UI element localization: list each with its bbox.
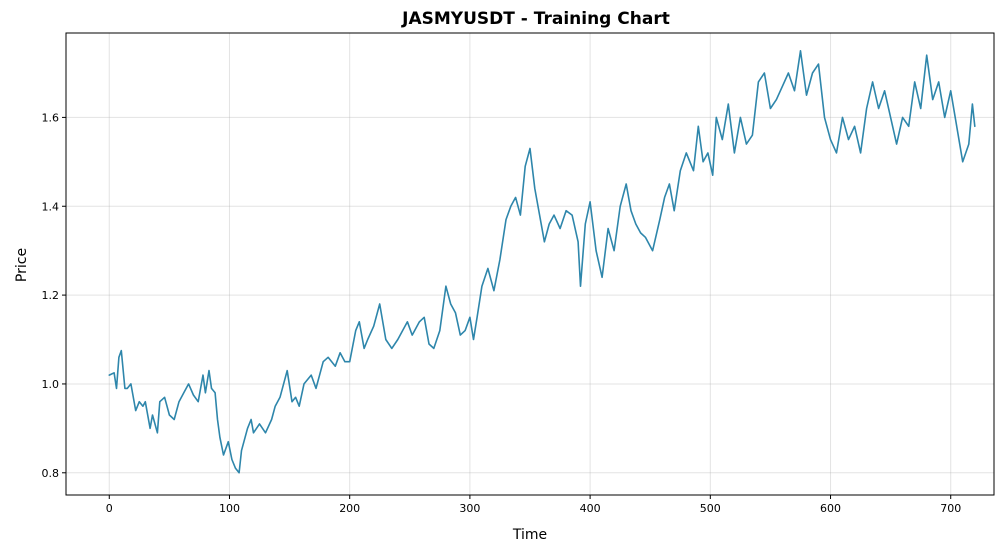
x-axis-ticks: 0 100 200 300 400 500 600 700: [106, 495, 961, 515]
y-tick-label: 1.2: [42, 289, 60, 302]
y-axis-label: Price: [14, 248, 30, 282]
x-tick-label: 700: [940, 502, 961, 515]
x-tick-label: 500: [700, 502, 721, 515]
plot-area-frame: [65, 32, 995, 496]
chart-title: JASMYUSDT - Training Chart: [401, 9, 670, 29]
x-axis-label: Time: [512, 527, 547, 543]
y-axis-ticks: 0.8 1.0 1.2 1.4 1.6: [42, 111, 66, 480]
x-tick-label: 600: [820, 502, 841, 515]
y-tick-label: 1.0: [42, 378, 60, 391]
x-tick-label: 200: [339, 502, 360, 515]
y-tick-label: 1.6: [42, 111, 60, 124]
x-tick-label: 100: [219, 502, 240, 515]
price-series-line: [108, 50, 976, 474]
y-tick-label: 1.4: [42, 200, 60, 213]
x-tick-label: 300: [459, 502, 480, 515]
x-tick-label: 0: [106, 502, 113, 515]
x-tick-label: 400: [580, 502, 601, 515]
y-tick-label: 0.8: [42, 467, 60, 480]
grid: [66, 33, 994, 495]
